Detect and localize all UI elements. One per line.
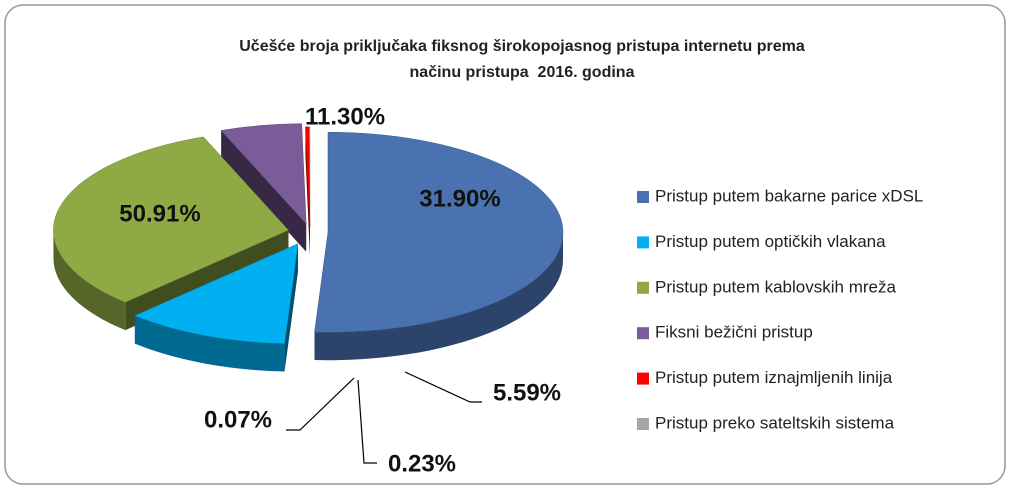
legend-swatch bbox=[637, 281, 649, 294]
legend-label: Pristup putem optičkih vlakana bbox=[655, 232, 886, 251]
legend: Pristup putem bakarne parice xDSL Pristup… bbox=[637, 186, 923, 432]
data-label: 50.91% bbox=[119, 200, 200, 227]
chart-title: Učešće broja priključaka fiksnog širokop… bbox=[239, 38, 805, 55]
chart-title: načinu pristupa 2016. godina bbox=[410, 64, 635, 81]
data-label: 5.59% bbox=[493, 379, 561, 406]
data-label: 0.07% bbox=[204, 406, 272, 433]
slice-side bbox=[221, 130, 307, 252]
slice bbox=[134, 243, 299, 344]
data-label: 0.23% bbox=[388, 450, 456, 477]
data-label: 31.90% bbox=[419, 185, 500, 212]
slice bbox=[220, 123, 307, 225]
legend-label: Pristup putem kablovskih mreža bbox=[655, 277, 896, 296]
slice-side bbox=[305, 126, 310, 255]
legend-swatch bbox=[637, 327, 649, 340]
slice bbox=[314, 131, 564, 333]
slice-side bbox=[284, 243, 298, 372]
legend-swatch bbox=[637, 372, 649, 385]
slice-wall bbox=[53, 230, 126, 331]
legend-label: Fiksni bežični pristup bbox=[655, 323, 813, 342]
data-label: 11.30% bbox=[305, 103, 385, 130]
legend-label: Pristup putem iznajmljenih linija bbox=[655, 368, 893, 387]
leader-line bbox=[286, 377, 355, 431]
leader-line bbox=[404, 371, 482, 403]
legend-swatch bbox=[637, 236, 649, 249]
pie: 50.91% 11.30% 31.90% 5.59% 0.23% 0.07% bbox=[53, 103, 564, 477]
legend-swatch bbox=[637, 418, 649, 430]
legend-label: Pristup putem bakarne parice xDSL bbox=[655, 186, 923, 205]
leader-line bbox=[357, 379, 377, 464]
slice bbox=[305, 126, 311, 227]
slice bbox=[53, 136, 289, 303]
legend-swatch bbox=[637, 191, 649, 203]
slice-wall bbox=[134, 315, 285, 372]
slice-wall bbox=[314, 232, 563, 361]
legend-label: Pristup preko sateltskih sistema bbox=[655, 413, 895, 432]
